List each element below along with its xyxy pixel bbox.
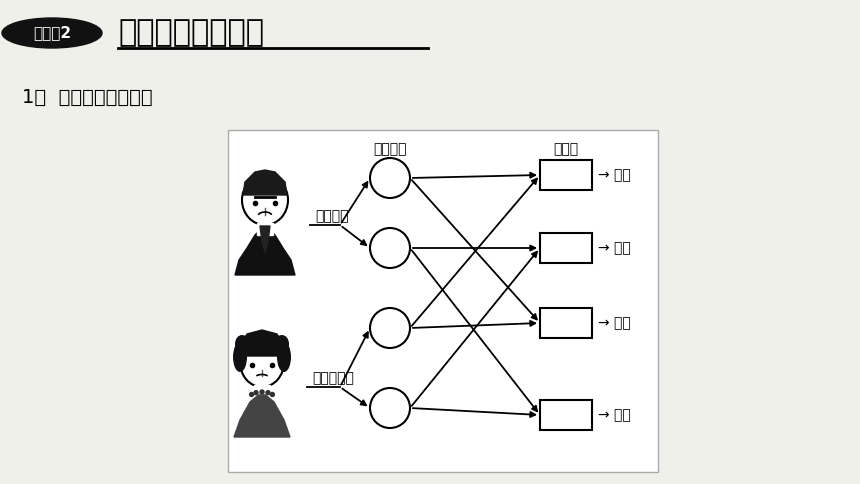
Text: 产生精子: 产生精子 — [315, 209, 348, 223]
Text: → 女孩: → 女孩 — [598, 168, 630, 182]
Bar — [254, 385, 270, 393]
Ellipse shape — [242, 175, 288, 225]
Circle shape — [249, 393, 254, 396]
Ellipse shape — [275, 335, 289, 353]
Ellipse shape — [240, 335, 254, 353]
Circle shape — [254, 391, 258, 394]
Bar — [540, 233, 592, 263]
Text: 受精卵: 受精卵 — [554, 142, 579, 156]
Circle shape — [260, 390, 264, 394]
Ellipse shape — [235, 335, 249, 353]
Circle shape — [266, 391, 270, 394]
Ellipse shape — [277, 342, 291, 372]
Ellipse shape — [245, 335, 259, 353]
Bar — [540, 308, 592, 338]
Polygon shape — [260, 226, 270, 252]
Circle shape — [270, 393, 274, 396]
Polygon shape — [243, 170, 287, 195]
Ellipse shape — [270, 335, 284, 353]
Text: → 女孩: → 女孩 — [598, 408, 630, 422]
Ellipse shape — [265, 335, 279, 353]
Text: 生殖细胞: 生殖细胞 — [373, 142, 407, 156]
Bar — [257, 223, 273, 235]
Text: → 男孩: → 男孩 — [598, 241, 630, 255]
Bar — [540, 400, 592, 430]
Polygon shape — [234, 392, 290, 437]
Ellipse shape — [233, 342, 247, 372]
Polygon shape — [240, 330, 284, 356]
Text: 知识点2: 知识点2 — [33, 26, 71, 41]
Polygon shape — [235, 225, 295, 275]
Text: 生男生女机会均等: 生男生女机会均等 — [118, 18, 264, 47]
Text: 1．  性别决定遗传图解: 1． 性别决定遗传图解 — [22, 88, 152, 107]
Bar — [540, 160, 592, 190]
Ellipse shape — [2, 18, 102, 48]
Text: → 男孩: → 男孩 — [598, 316, 630, 330]
Ellipse shape — [240, 337, 284, 387]
Bar — [228, 130, 658, 472]
Text: 产生卵细胞: 产生卵细胞 — [312, 371, 353, 385]
